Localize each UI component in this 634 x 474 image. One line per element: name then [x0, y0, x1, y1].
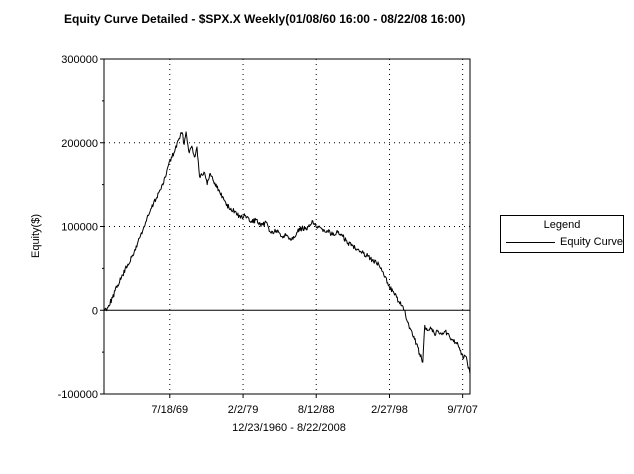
chart-title: Equity Curve Detailed - $SPX.X Weekly(01…	[64, 12, 466, 26]
x-axis-label: 12/23/1960 - 8/22/2008	[232, 422, 346, 434]
y-tick-label: 100000	[61, 222, 98, 234]
y-axis-label: Equity($)	[30, 213, 42, 259]
x-tick-label: 9/7/07	[447, 404, 478, 416]
plot-area	[103, 58, 471, 395]
x-tick-label: 2/2/79	[228, 404, 259, 416]
x-tick-label: 8/12/88	[298, 404, 335, 416]
x-tick-label: 7/18/69	[151, 404, 188, 416]
y-tick-label: 0	[92, 305, 98, 317]
grid-lines	[104, 59, 470, 394]
series-group	[103, 131, 471, 374]
legend-label-equity-curve: Equity Curve	[560, 236, 623, 248]
y-tick-label: 200000	[61, 138, 98, 150]
y-tick-label: -100000	[58, 389, 98, 401]
legend-title: Legend	[543, 219, 581, 231]
series-line-equity-curve	[103, 131, 471, 374]
legend-swatch-equity-curve	[506, 242, 555, 243]
x-axis: 7/18/69 2/2/79 8/12/88 2/27/98 9/7/07	[151, 394, 478, 416]
y-tick-label: 300000	[61, 54, 98, 66]
legend-box: Legend Equity Curve	[500, 215, 624, 253]
y-axis: -100000 0 100000 200000 300000	[58, 54, 104, 401]
x-tick-label: 2/27/98	[371, 404, 408, 416]
